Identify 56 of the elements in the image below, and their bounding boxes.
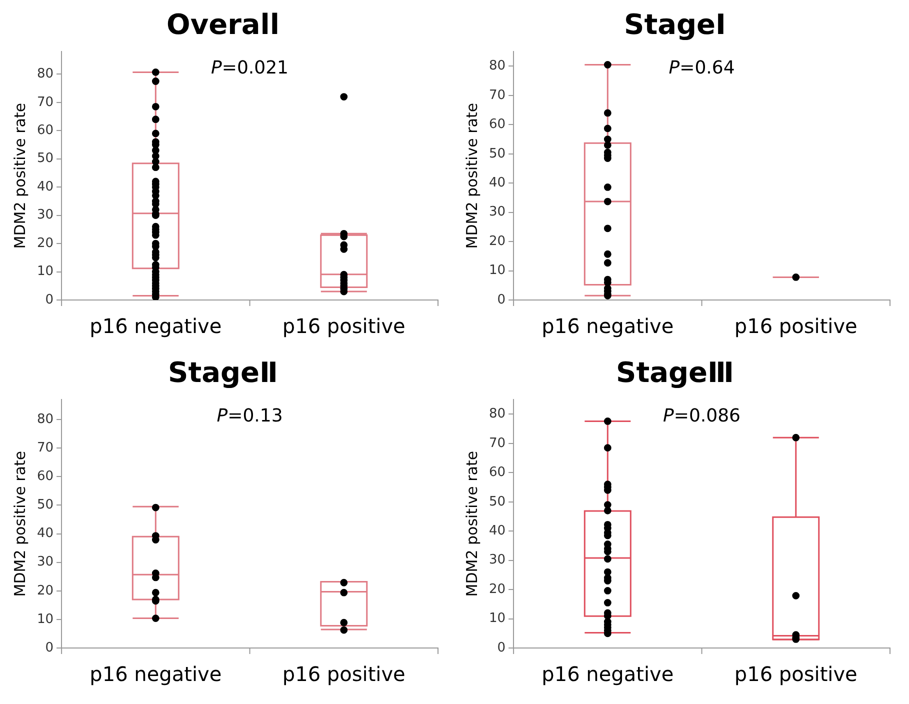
y-tick-label: 60 xyxy=(36,123,54,138)
y-axis-title: MDM2 positive rate xyxy=(10,102,29,249)
y-tick-label: 50 xyxy=(488,146,506,162)
y-tick-label: 40 xyxy=(488,175,506,190)
chart-title: StageⅡ xyxy=(168,356,278,390)
y-tick-label: 80 xyxy=(36,66,54,82)
y-tick-label: 40 xyxy=(36,526,54,542)
y-tick-label: 0 xyxy=(497,640,506,656)
x-tick-label: p16 positive xyxy=(734,314,858,338)
y-axis-title: MDM2 positive rate xyxy=(10,450,29,597)
y-tick-label: 40 xyxy=(36,179,54,194)
y-tick-label: 30 xyxy=(36,554,54,570)
y-tick-label: 30 xyxy=(488,552,506,568)
annotation: P=0.086 xyxy=(663,405,741,426)
y-tick-label: 20 xyxy=(488,234,506,249)
x-tick-label: p16 negative xyxy=(542,662,674,686)
y-tick-label: 50 xyxy=(488,494,506,510)
y-tick-label: 80 xyxy=(488,58,506,74)
chart-title: StageⅢ xyxy=(616,356,734,390)
x-tick-label: p16 positive xyxy=(282,662,406,686)
y-tick-label: 50 xyxy=(36,498,54,513)
annotation: P=0.64 xyxy=(668,57,735,78)
y-tick-label: 50 xyxy=(36,151,54,166)
x-tick-label: p16 negative xyxy=(90,662,222,686)
y-tick-label: 80 xyxy=(36,412,54,427)
y-tick-label: 40 xyxy=(488,523,506,538)
y-tick-label: 0 xyxy=(45,292,54,308)
y-axis-title: MDM2 positive rate xyxy=(462,102,481,249)
y-tick-label: 10 xyxy=(36,264,54,280)
y-tick-label: 60 xyxy=(488,465,506,480)
x-tick-label: p16 negative xyxy=(542,314,674,338)
annotation: P=0.13 xyxy=(216,405,283,426)
y-tick-label: 60 xyxy=(36,469,54,484)
y-tick-label: 0 xyxy=(497,292,506,308)
x-tick-label: p16 negative xyxy=(90,314,222,338)
annotation: P=0.021 xyxy=(211,57,289,78)
y-tick-label: 10 xyxy=(36,612,54,627)
y-tick-label: 10 xyxy=(488,611,506,626)
chart-title: Overall xyxy=(166,8,280,42)
y-tick-label: 0 xyxy=(45,640,54,656)
y-tick-label: 80 xyxy=(488,406,506,422)
y-tick-label: 70 xyxy=(36,94,54,110)
x-tick-label: p16 positive xyxy=(734,662,858,686)
y-axis-title: MDM2 positive rate xyxy=(462,450,481,597)
x-tick-label: p16 positive xyxy=(282,314,406,338)
y-tick-label: 70 xyxy=(36,440,54,456)
chart-title: StageⅠ xyxy=(624,8,726,42)
y-tick-label: 20 xyxy=(36,583,54,598)
y-tick-label: 30 xyxy=(36,208,54,223)
y-tick-label: 60 xyxy=(488,117,506,132)
y-tick-label: 30 xyxy=(488,204,506,220)
y-tick-label: 70 xyxy=(488,436,506,451)
y-tick-label: 70 xyxy=(488,88,506,103)
y-tick-label: 20 xyxy=(488,582,506,597)
y-tick-label: 20 xyxy=(36,236,54,251)
y-tick-label: 10 xyxy=(488,263,506,278)
